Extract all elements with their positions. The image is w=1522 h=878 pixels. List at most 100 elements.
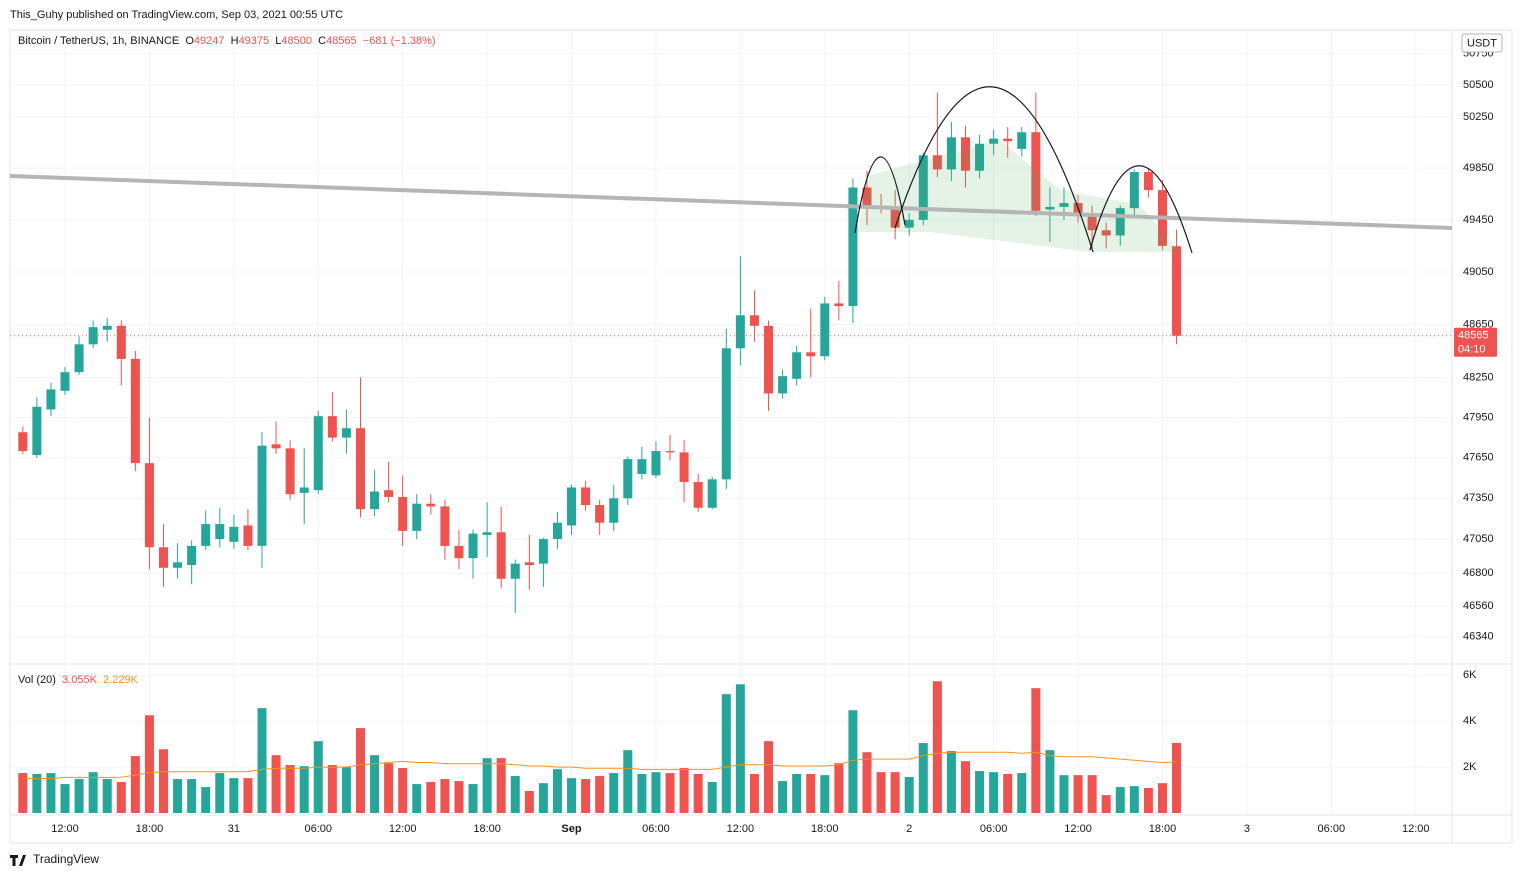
trend-line <box>10 174 1452 230</box>
candle-body <box>144 463 154 548</box>
candle-body <box>567 487 577 526</box>
y-tick-label: 48250 <box>1463 371 1494 383</box>
y-tick-label: 46800 <box>1463 567 1494 579</box>
currency-label: USDT <box>1467 37 1497 49</box>
volume-bar <box>74 779 84 813</box>
candle-body <box>46 389 56 410</box>
ohlc-prefix: O <box>185 35 194 47</box>
volume-bar <box>890 772 900 813</box>
price-change: −681 (−1.38%) <box>362 35 436 47</box>
volume-bar <box>173 779 183 813</box>
volume-bar <box>552 769 562 813</box>
y-tick-label: 47350 <box>1463 492 1494 504</box>
grid <box>10 30 1452 815</box>
volume-bar <box>1143 787 1153 813</box>
volume-bar <box>159 749 168 813</box>
candle-body <box>1031 132 1041 211</box>
candle-body <box>834 303 844 307</box>
brand-logo <box>10 855 26 866</box>
candle-body <box>1172 246 1182 336</box>
volume-bar <box>946 751 956 813</box>
candle-body <box>299 487 309 493</box>
candle-body <box>1129 172 1139 209</box>
candle-body <box>806 352 816 357</box>
volume-bar <box>1003 773 1013 813</box>
candle-body <box>116 325 126 359</box>
x-tick-label: 3 <box>1244 823 1250 835</box>
volume-bar <box>581 779 591 813</box>
countdown-label: 04:10 <box>1458 344 1486 356</box>
volume-bar <box>820 775 830 813</box>
volume-bar <box>904 776 914 813</box>
candle-body <box>426 503 436 507</box>
volume-bar <box>384 763 394 813</box>
y-tick-label: 49850 <box>1463 162 1494 174</box>
candle-body <box>764 325 774 394</box>
volume-bar <box>187 779 197 813</box>
frame <box>9 29 1513 844</box>
candle-body <box>229 526 239 542</box>
candle-body <box>820 303 830 357</box>
volume-ma-line <box>22 751 1177 780</box>
candle-body <box>341 428 351 438</box>
volume-bar <box>18 773 28 813</box>
candle-body <box>370 491 380 510</box>
v-tick-label: 6K <box>1463 669 1477 681</box>
y-tick-label: 48650 <box>1463 318 1494 330</box>
x-tick-label: 31 <box>228 823 240 835</box>
volume-bar <box>975 771 985 813</box>
candle-body <box>946 137 956 170</box>
candle-body <box>32 406 42 456</box>
candle-body <box>609 498 619 523</box>
volume-bar <box>1129 786 1139 813</box>
volume-bar <box>130 756 140 813</box>
right-shoulder <box>1089 165 1193 254</box>
volume-bar <box>848 710 858 813</box>
candle-body <box>1087 213 1097 231</box>
candle-body <box>74 344 84 373</box>
volume-bar <box>609 773 619 813</box>
volume-bar <box>496 758 506 813</box>
volume-bar <box>285 765 295 813</box>
ohlc-prefix: C <box>318 35 327 47</box>
y-tick-label: 47950 <box>1463 411 1494 423</box>
candle-body <box>243 525 253 546</box>
volume-bar <box>482 758 492 813</box>
candle-body <box>1059 203 1069 207</box>
volume-bar <box>1059 775 1069 813</box>
ohlc-value: 48565 <box>326 35 357 47</box>
candle-body <box>904 219 914 228</box>
x-tick-label: 18:00 <box>811 823 839 835</box>
candle-body <box>749 315 759 326</box>
volume-bar <box>721 694 731 813</box>
volume-bar <box>1087 775 1097 813</box>
volume-bar <box>749 773 759 813</box>
candle-body <box>130 358 140 464</box>
candle-body <box>187 545 197 566</box>
volume-bar <box>327 765 337 813</box>
candle-body <box>215 524 225 540</box>
candle-body <box>201 524 211 546</box>
candle-body <box>159 547 168 568</box>
marks <box>10 92 1452 813</box>
candle-body <box>412 503 422 531</box>
volume-bar <box>764 741 774 813</box>
volume-bar <box>355 728 365 813</box>
v-tick-label: 2K <box>1463 761 1477 773</box>
volume-bar <box>679 768 689 813</box>
last-price-box <box>1454 327 1497 357</box>
candle-body <box>173 562 183 568</box>
x-tick-label: 12:00 <box>389 823 417 835</box>
volume-bar <box>1031 688 1041 813</box>
candle-body <box>454 545 464 559</box>
x-tick-label: 06:00 <box>642 823 670 835</box>
last-price-label: 48565 <box>1458 330 1489 342</box>
ohlc-value: 49375 <box>238 35 270 47</box>
x-tick-label: 12:00 <box>727 823 755 835</box>
candle-body <box>60 372 70 391</box>
head <box>894 86 1094 253</box>
candle-body <box>665 451 675 453</box>
volume-bar <box>46 773 56 813</box>
volume-bar <box>1045 750 1055 813</box>
x-tick-label: 12:00 <box>51 823 79 835</box>
